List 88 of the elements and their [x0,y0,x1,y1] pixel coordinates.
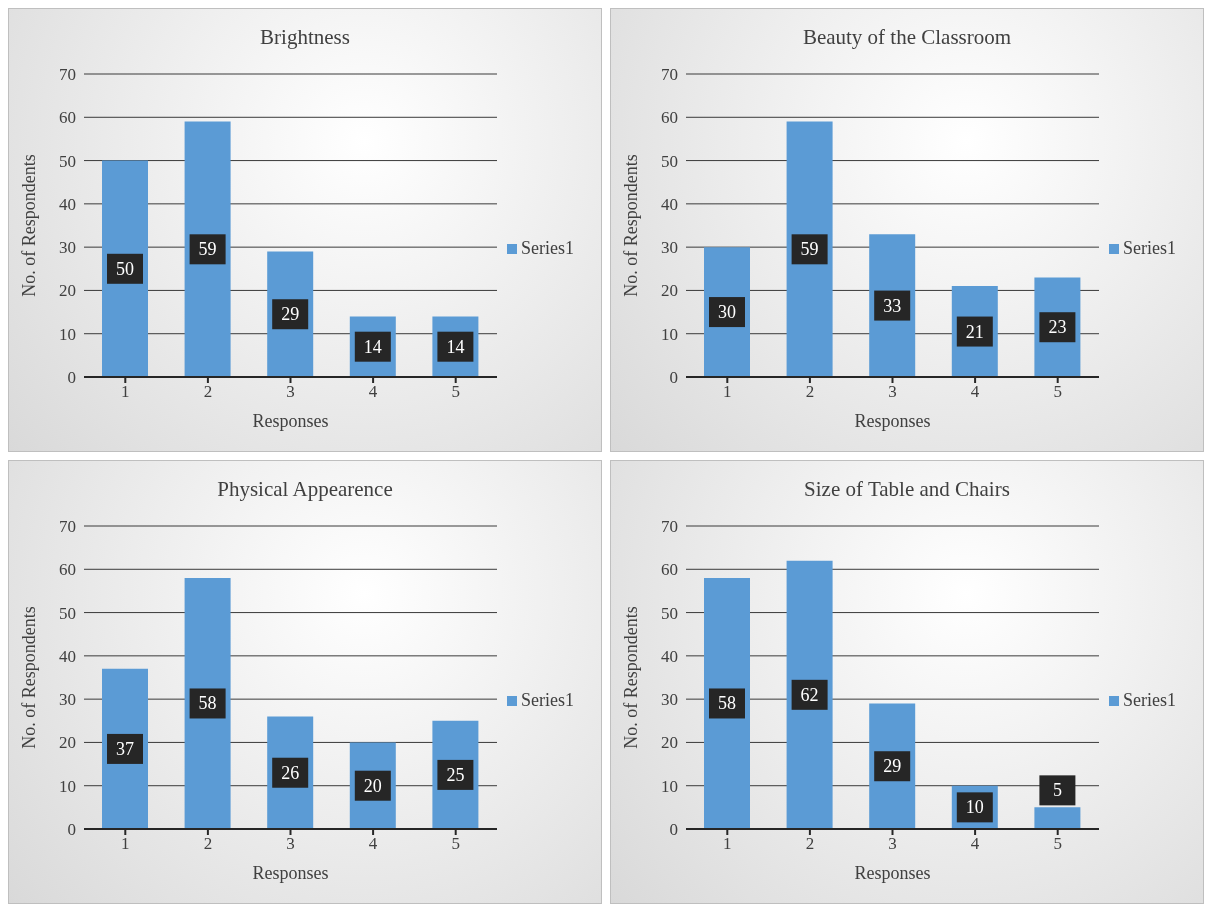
y-tick-label: 30 [59,690,76,710]
y-tick-label: 40 [59,194,76,214]
data-label: 62 [800,684,819,705]
y-axis-title: No. of Respondents [621,154,642,297]
x-tick-label: 5 [1053,834,1062,854]
x-tick-label: 1 [723,834,732,854]
legend-label: Series1 [1123,689,1176,710]
x-tick-label: 5 [451,382,460,402]
x-tick-label: 5 [1053,382,1062,402]
y-tick-label: 40 [59,646,76,666]
data-label: 58 [198,693,217,714]
data-label: 25 [446,764,465,785]
data-label: 37 [116,738,134,759]
chart-title: Brightness [259,24,351,49]
y-tick-label: 70 [661,65,678,85]
x-tick-label: 4 [970,382,980,402]
x-tick-label: 3 [286,382,295,402]
chart-title: Beauty of the Classroom [801,24,1013,49]
legend-label: Series1 [521,689,574,710]
y-tick-label: 30 [661,690,678,710]
y-tick-label: 10 [59,776,76,796]
y-tick-label: 20 [59,733,76,753]
data-label: 21 [965,321,984,342]
y-tick-label: 40 [661,194,678,214]
y-tick-label: 0 [67,368,76,388]
y-tick-label: 0 [67,820,76,840]
y-tick-label: 40 [661,646,678,666]
x-tick-label: 3 [286,834,295,854]
x-tick-label: 2 [203,382,213,402]
y-tick-label: 20 [661,733,678,753]
y-tick-label: 70 [59,65,76,85]
x-tick-label: 4 [368,382,378,402]
y-tick-label: 10 [661,776,678,796]
x-tick-label: 4 [368,834,378,854]
y-tick-label: 30 [661,238,678,258]
x-tick-label: 1 [121,834,130,854]
y-tick-label: 50 [59,151,76,171]
y-axis-title: No. of Respondents [19,154,40,297]
chart-title: Size of Table and Chairs [803,476,1011,501]
x-tick-label: 2 [805,382,815,402]
y-tick-label: 50 [59,603,76,623]
data-label: 58 [718,693,736,714]
data-label: 14 [446,336,465,357]
chart-title: Physical Appearence [216,476,394,501]
x-tick-label: 2 [203,834,213,854]
y-tick-label: 0 [669,368,678,388]
data-label: 33 [883,295,902,316]
data-label: 29 [883,756,902,777]
y-tick-label: 30 [59,238,76,258]
y-tick-label: 10 [59,324,76,344]
x-tick-label: 1 [723,382,732,402]
x-axis-title: Responses [252,863,329,883]
data-label: 50 [116,258,134,279]
data-label: 30 [718,302,736,323]
x-axis-title: Responses [854,411,931,431]
data-label: 59 [198,239,217,260]
x-tick-label: 5 [451,834,460,854]
y-tick-label: 10 [661,324,678,344]
data-label: 5 [1052,780,1062,801]
y-tick-label: 60 [59,560,76,580]
x-tick-label: 2 [805,834,815,854]
y-axis-title: No. of Respondents [621,606,642,749]
data-label: 10 [965,797,984,818]
x-tick-label: 3 [888,834,897,854]
y-tick-label: 0 [669,820,678,840]
legend-label: Series1 [1123,237,1176,258]
data-label: 20 [363,775,382,796]
data-label: 14 [363,336,382,357]
y-tick-label: 70 [59,517,76,537]
data-label: 26 [281,762,300,783]
y-tick-label: 60 [59,108,76,128]
x-axis-title: Responses [252,411,329,431]
y-tick-label: 20 [59,281,76,301]
y-tick-label: 60 [661,560,678,580]
x-axis-title: Responses [854,863,931,883]
x-tick-label: 3 [888,382,897,402]
legend-label: Series1 [521,237,574,258]
x-tick-label: 4 [970,834,980,854]
y-tick-label: 50 [661,151,678,171]
data-label: 59 [800,239,819,260]
data-label: 29 [281,304,300,325]
y-tick-label: 50 [661,603,678,623]
y-tick-label: 60 [661,108,678,128]
data-label: 23 [1048,317,1067,338]
y-axis-title: No. of Respondents [19,606,40,749]
y-tick-label: 20 [661,281,678,301]
x-tick-label: 1 [121,382,130,402]
y-tick-label: 70 [661,517,678,537]
